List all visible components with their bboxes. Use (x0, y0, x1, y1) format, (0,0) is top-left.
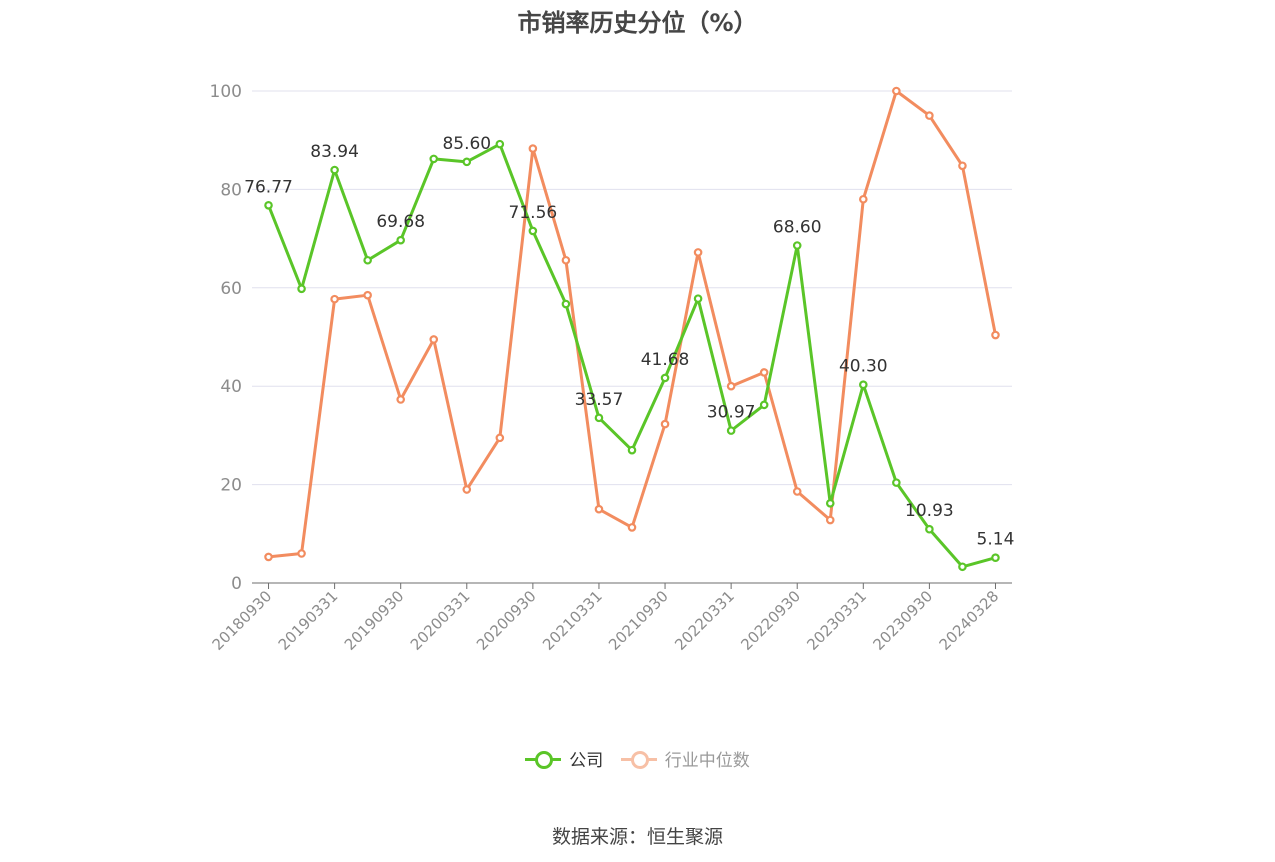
data-point (693, 248, 703, 257)
x-tick-label: 20180930 (209, 587, 276, 654)
data-label: 5.14 (977, 530, 1015, 550)
data-point (792, 487, 802, 496)
legend: 公司 行业中位数 (0, 746, 1275, 776)
series-line (267, 142, 996, 569)
data-point (627, 523, 637, 532)
data-point (528, 226, 538, 236)
data-labels: 76.77 83.94 69.68 85.60 71.56 33.57 41.68 30.97… (244, 134, 1014, 550)
data-point (991, 553, 1000, 563)
grid-lines (252, 90, 1012, 486)
data-source: 数据来源：恒生聚源 (551, 826, 723, 848)
data-point (892, 86, 901, 96)
data-point (958, 562, 967, 572)
data-point (594, 504, 604, 514)
data-point (759, 368, 769, 377)
chart-title: 市销率历史分位（%） (517, 9, 758, 37)
data-point (297, 284, 306, 294)
data-point (264, 552, 273, 562)
y-tick-label: 100 (210, 82, 242, 102)
x-tick-label: 20190331 (275, 587, 342, 654)
data-label: 85.60 (442, 134, 491, 154)
data-point (892, 478, 901, 487)
data-point (726, 381, 736, 391)
data-label: 71.56 (509, 203, 558, 223)
x-tick-label: 20210930 (605, 587, 672, 654)
data-label: 10.93 (905, 501, 954, 521)
data-point (792, 241, 802, 250)
data-point (925, 524, 934, 534)
data-point (991, 330, 1000, 340)
x-tick-label: 20240328 (936, 587, 1003, 654)
series-group (264, 86, 1000, 572)
data-point (759, 400, 769, 410)
series-industry (264, 86, 1000, 562)
data-point (859, 380, 868, 390)
series-line (268, 89, 997, 559)
y-tick-label: 60 (220, 279, 242, 299)
data-point (330, 294, 339, 304)
data-point (726, 426, 736, 435)
legend-item-company[interactable]: 公司 (525, 746, 603, 771)
data-point (363, 290, 372, 300)
data-point (330, 165, 339, 175)
data-label: 69.68 (376, 212, 425, 232)
data-point (396, 395, 405, 404)
data-point (396, 235, 405, 245)
data-point (627, 445, 637, 455)
data-point (693, 294, 703, 303)
data-point (561, 299, 571, 309)
data-point (925, 111, 934, 120)
data-point (429, 154, 439, 164)
data-point (495, 433, 505, 443)
x-tick-label: 20190930 (341, 587, 408, 654)
x-tick-label: 20230930 (869, 587, 936, 654)
x-tick-label: 20220930 (737, 587, 804, 654)
data-point (429, 335, 439, 344)
data-label: 68.60 (773, 217, 822, 237)
legend-item-industry[interactable]: 行业中位数 (620, 746, 750, 771)
x-tick-label: 20220331 (671, 587, 738, 654)
data-point (825, 515, 835, 525)
data-point (297, 549, 306, 558)
data-label: 30.97 (707, 403, 756, 423)
data-point (561, 255, 571, 265)
y-tick-label: 20 (220, 476, 242, 496)
data-point (825, 498, 835, 508)
data-point (958, 161, 967, 171)
x-tick-label: 20230331 (803, 587, 870, 654)
data-label: 33.57 (575, 390, 624, 410)
data-label: 41.68 (641, 350, 690, 370)
data-point (528, 144, 538, 153)
y-tick-label: 40 (220, 377, 242, 397)
y-axis-ticks: 0 20 40 60 80 100 (210, 82, 242, 594)
y-tick-label: 0 (231, 574, 242, 594)
data-label: 76.77 (244, 177, 293, 197)
legend-industry-marker (620, 747, 657, 771)
data-point (462, 485, 472, 494)
data-point (660, 373, 670, 383)
legend-industry-label: 行业中位数 (664, 751, 750, 771)
legend-company-label: 公司 (569, 751, 604, 771)
series-company (264, 139, 1000, 572)
data-point (462, 157, 472, 167)
data-label: 83.94 (310, 142, 359, 162)
x-tick-label: 20200930 (473, 587, 540, 654)
y-tick-label: 80 (220, 180, 242, 200)
data-point (264, 200, 273, 210)
data-point (660, 419, 670, 429)
x-tick-label: 20200331 (407, 587, 474, 654)
data-label: 40.30 (839, 357, 888, 377)
x-tick-label: 20210331 (539, 587, 606, 654)
legend-company-marker (525, 747, 562, 771)
data-point (363, 255, 372, 265)
data-point (495, 139, 505, 149)
data-point (859, 194, 868, 204)
data-point (594, 413, 604, 423)
x-axis: 20180930 20190331 20190930 20200331 20200930… (209, 582, 1012, 654)
